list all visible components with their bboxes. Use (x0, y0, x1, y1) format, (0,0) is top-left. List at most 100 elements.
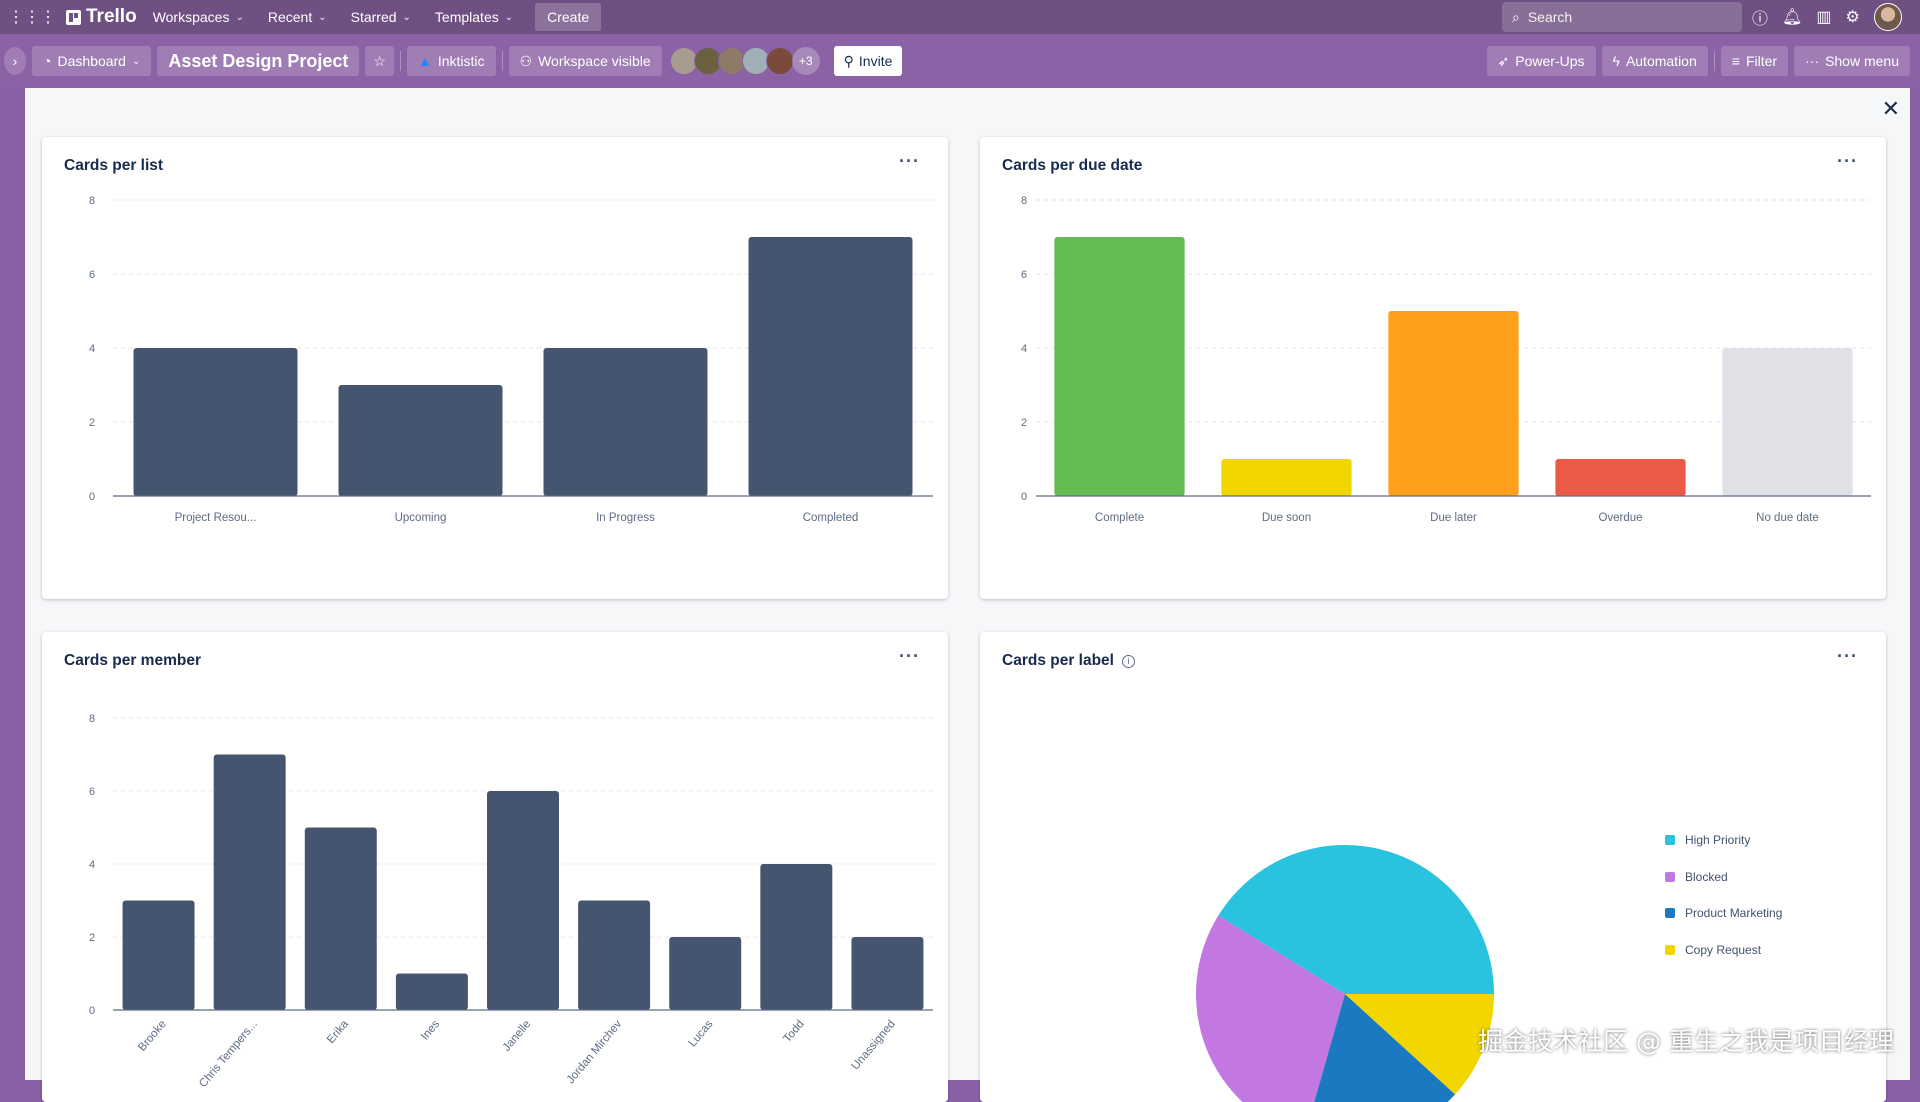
search-icon: ⌕ (1512, 8, 1520, 25)
bar[interactable] (851, 937, 924, 1010)
trello-icon (66, 9, 81, 25)
y-tick-label: 8 (89, 195, 95, 207)
y-tick-label: 8 (1021, 195, 1027, 207)
pie-slice[interactable] (1345, 994, 1494, 1095)
chart-svg (1196, 845, 1494, 1102)
pie-slice[interactable] (1196, 915, 1345, 1102)
star-button[interactable]: ☆ (365, 46, 394, 76)
search-input[interactable]: ⌕ Search (1502, 2, 1742, 32)
chart-title-text: Cards per label (1002, 652, 1114, 669)
more-options-button[interactable]: ··· (1837, 646, 1858, 666)
member-avatar[interactable] (765, 47, 794, 75)
power-ups-button[interactable]: ➶ Power-Ups (1486, 46, 1596, 76)
x-tick-label: Todd (781, 1018, 806, 1045)
legend-item: High Priority (1665, 822, 1782, 859)
filter-icon: ≡ (1731, 53, 1740, 69)
bar[interactable] (338, 385, 503, 496)
add-user-icon: ⚲ (843, 52, 854, 69)
nav-label: Recent (267, 9, 313, 25)
power-ups-label: Power-Ups (1515, 53, 1585, 69)
more-options-button[interactable]: ··· (899, 151, 920, 171)
visibility-button[interactable]: ⚇ Workspace visible (508, 46, 662, 76)
bar[interactable] (1054, 237, 1185, 496)
apps-grid-icon[interactable]: ⋮⋮⋮ (8, 9, 56, 26)
bar[interactable] (133, 348, 298, 496)
divider (501, 51, 503, 71)
member-avatar[interactable] (693, 47, 722, 75)
chevron-down-icon: ⌄ (318, 11, 327, 23)
legend-item: Product Marketing (1665, 895, 1782, 932)
dashboard-panel: ✕ Cards per list ··· 0 2 4 6 8 Project Resou.… (25, 88, 1910, 1102)
atlassian-switch-icon[interactable]: ▥ (1816, 9, 1832, 26)
more-options-button[interactable]: ··· (899, 646, 920, 666)
nav-templates[interactable]: Templates ⌄ (425, 3, 523, 31)
filter-button[interactable]: ≡ Filter (1720, 46, 1789, 76)
visibility-label: Workspace visible (538, 53, 651, 69)
nav-label: Starred (350, 9, 397, 25)
close-icon[interactable]: ✕ (1881, 96, 1900, 121)
board-header: › ◔ Dashboard ⌄ Asset Design Project ☆ ▲ In… (0, 34, 1920, 88)
info-icon[interactable]: ⓘ (1752, 11, 1769, 28)
invite-button[interactable]: ⚲ Invite (833, 46, 903, 76)
more-members[interactable]: +3 (791, 47, 820, 75)
bar[interactable] (1722, 348, 1853, 496)
chevron-down-icon: ⌄ (235, 11, 244, 23)
chart-title: Cards per due date (1002, 157, 1143, 174)
nav-workspaces[interactable]: Workspaces ⌄ (143, 3, 254, 31)
search-placeholder: Search (1527, 9, 1573, 25)
bar[interactable] (748, 237, 913, 496)
bar[interactable] (122, 900, 195, 1011)
bar[interactable] (578, 900, 651, 1011)
x-tick-label: No due date (1756, 512, 1819, 524)
board-title[interactable]: Asset Design Project (157, 46, 360, 76)
view-switcher[interactable]: ◔ Dashboard ⌄ (32, 46, 152, 76)
legend-swatch (1665, 908, 1675, 919)
bar[interactable] (1555, 459, 1686, 496)
y-tick-label: 6 (1021, 269, 1027, 281)
bar[interactable] (395, 973, 468, 1011)
x-tick-label: Chris Tempers... (197, 1018, 260, 1090)
workspace-label: Inktistic (437, 53, 485, 69)
bar[interactable] (213, 754, 286, 1011)
create-button[interactable]: Create (535, 3, 602, 31)
nav-starred[interactable]: Starred ⌄ (341, 3, 421, 31)
bar[interactable] (1388, 311, 1519, 496)
workspace-button[interactable]: ▲ Inktistic (406, 46, 496, 76)
top-nav: ⋮⋮⋮ Trello Workspaces ⌄ Recent ⌄ Starred ⌄ … (0, 0, 1920, 34)
chevron-down-icon: ⌄ (402, 11, 411, 23)
bar[interactable] (487, 791, 559, 1010)
member-avatar[interactable] (717, 47, 746, 75)
info-icon[interactable]: i (1122, 654, 1135, 668)
chart-card-cards-per-due-date: Cards per due date ··· 0 2 4 6 8 Complete Due … (980, 137, 1886, 599)
bar[interactable] (543, 348, 708, 496)
member-avatar[interactable] (669, 47, 698, 75)
view-label: Dashboard (57, 53, 126, 69)
more-options-button[interactable]: ··· (1837, 151, 1858, 171)
legend-label: Blocked (1685, 869, 1728, 884)
bar[interactable] (760, 864, 833, 1010)
show-menu-label: Show menu (1825, 53, 1899, 69)
nav-label: Workspaces (152, 9, 230, 25)
trello-logo[interactable]: Trello (66, 6, 137, 28)
bar[interactable] (1221, 459, 1352, 496)
rocket-icon: ➶ (1497, 52, 1510, 69)
bell-icon[interactable]: 🔔︎ (1782, 9, 1803, 26)
user-avatar[interactable] (1873, 3, 1902, 31)
y-tick-label: 4 (1021, 343, 1027, 355)
automation-label: Automation (1625, 53, 1697, 69)
pie-slice[interactable] (1304, 994, 1456, 1102)
expand-sidebar-button[interactable]: › (4, 47, 26, 75)
bar[interactable] (669, 937, 742, 1010)
automation-button[interactable]: ϟ Automation (1601, 46, 1708, 76)
chart-card-cards-per-list: Cards per list ··· 0 2 4 6 8 Project Resou...… (42, 137, 948, 599)
x-tick-label: Due soon (1262, 512, 1311, 524)
chart-card-cards-per-label: Cards per label i ··· High Priority Blocke… (980, 632, 1886, 1102)
y-tick-label: 2 (1021, 417, 1027, 429)
pie-slice[interactable] (1218, 845, 1494, 994)
bar[interactable] (304, 827, 377, 1011)
legend-swatch (1665, 944, 1675, 955)
dashboard-icon: ◔ (43, 53, 52, 69)
nav-recent[interactable]: Recent ⌄ (258, 3, 337, 31)
show-menu-button[interactable]: ··· Show menu (1794, 46, 1910, 76)
gear-icon[interactable]: ⚙ (1845, 9, 1860, 26)
